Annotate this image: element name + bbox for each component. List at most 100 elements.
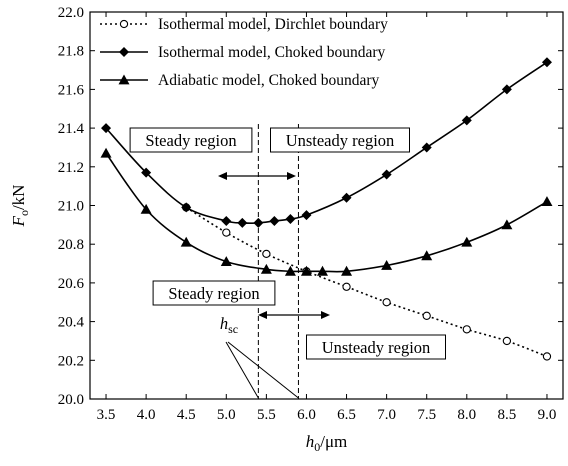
x-axis-label: h0/μm [306,432,348,454]
y-tick-label: 21.4 [58,121,85,137]
data-point [301,210,312,221]
y-tick-label: 21.2 [58,160,84,176]
x-tick-label: 3.5 [97,407,116,423]
legend: Isothermal model, Dirchlet boundary Isoth… [100,16,388,89]
series-layer [100,57,553,361]
y-tick-label: 20.8 [58,237,84,253]
steady-region-upper: Steady region [129,127,253,153]
data-point [284,265,296,276]
legend-label: Adiabatic model, Choked boundary [158,72,380,89]
region-arrow-upper [218,172,296,180]
y-tick-label: 21.8 [58,44,84,60]
series-line [105,152,548,273]
region-arrow-lower-head-right [321,311,330,319]
steady-region-upper-box [129,127,253,153]
legend-entry-3: Adiabatic model, Choked boundary [100,72,380,89]
legend-marker [118,74,130,85]
x-tick-label: 8.5 [498,407,517,423]
data-point [222,228,231,237]
data-point [341,265,353,276]
unsteady-region-lower: Unsteady region [306,334,446,360]
data-point [501,219,513,230]
data-point [300,265,312,276]
x-tick-label: 7.0 [377,407,396,423]
data-point [100,147,112,158]
y-tick-label: 20.0 [58,392,84,408]
data-point [140,203,152,214]
series-3 [100,147,553,276]
steady-region-lower-box [152,280,276,306]
unsteady-region-upper: Unsteady region [270,127,410,153]
x-tick-label: 5.0 [217,407,236,423]
data-point [285,214,296,225]
legend-marker [119,19,129,29]
data-point [501,84,512,95]
data-point [221,215,232,226]
data-point [421,142,432,153]
unsteady-region-upper-box [270,127,410,153]
data-point [421,250,433,261]
steady-region-upper-text: Steady region [145,131,236,150]
data-point [381,169,392,180]
legend-marker [119,47,129,57]
data-point [237,217,248,228]
unsteady-region-upper-text: Unsteady region [286,131,395,150]
y-tick-label: 20.2 [58,353,84,369]
data-point [502,336,512,346]
y-axis-label: Fo/kN [9,185,31,228]
legend-label: Isothermal model, Dirchlet boundary [158,16,388,33]
data-point [262,249,271,259]
region-arrow-upper-head-left [218,172,227,180]
series-2 [101,57,552,228]
data-point [541,57,552,68]
data-point [461,236,473,247]
data-point [141,167,152,178]
data-point [422,311,431,320]
steady-region-lower: Steady region [152,280,276,306]
steady-region-lower-text: Steady region [168,284,259,303]
data-point [220,256,232,267]
data-point [269,215,280,226]
data-point [316,265,328,276]
y-tick-label: 21.6 [58,82,85,98]
data-point [342,282,351,291]
data-point [260,263,272,274]
y-tick-label: 20.4 [58,315,85,331]
region-arrow-lower [258,311,330,319]
region-arrow-lower-head-left [258,311,267,319]
axes: 3.5 4.0 4.5 5.0 5.5 6.0 6.5 7.0 7.5 8.0 8.5 9.0 20.0… [9,5,563,454]
hsc-leader-line [225,341,259,399]
data-point [382,298,391,307]
series-line [185,206,548,358]
annotations: Steady region Unsteady region Steady regio… [129,124,446,399]
legend-entry-1: Isothermal model, Dirchlet boundary [100,16,388,33]
x-tick-label: 4.0 [137,407,156,423]
region-arrow-upper-head-right [287,172,296,180]
x-tick-label: 9.0 [538,407,557,423]
data-point [381,259,393,270]
data-point [341,192,352,203]
unsteady-region-lower-text: Unsteady region [322,338,431,357]
data-point [461,115,472,126]
x-tick-label: 6.0 [297,407,316,423]
data-point [180,236,192,247]
x-tick-label: 8.0 [457,407,476,423]
data-point [101,123,112,134]
x-tick-label: 4.5 [177,407,196,423]
data-point [541,196,553,207]
hsc-label: hsc [220,314,238,336]
hsc-leader-line [227,341,299,399]
x-tick-label: 7.5 [417,407,436,423]
data-point [462,325,471,334]
data-point [181,202,192,213]
legend-entry-2: Isothermal model, Choked boundary [100,44,386,61]
data-point [542,352,552,361]
x-tick-label: 5.5 [257,407,276,423]
legend-label: Isothermal model, Choked boundary [158,44,386,61]
y-tick-label: 20.6 [58,276,85,292]
y-tick-label: 22.0 [58,5,84,21]
x-tick-label: 6.5 [337,407,356,423]
unsteady-region-lower-box [306,334,446,360]
y-tick-label: 21.0 [58,199,84,215]
